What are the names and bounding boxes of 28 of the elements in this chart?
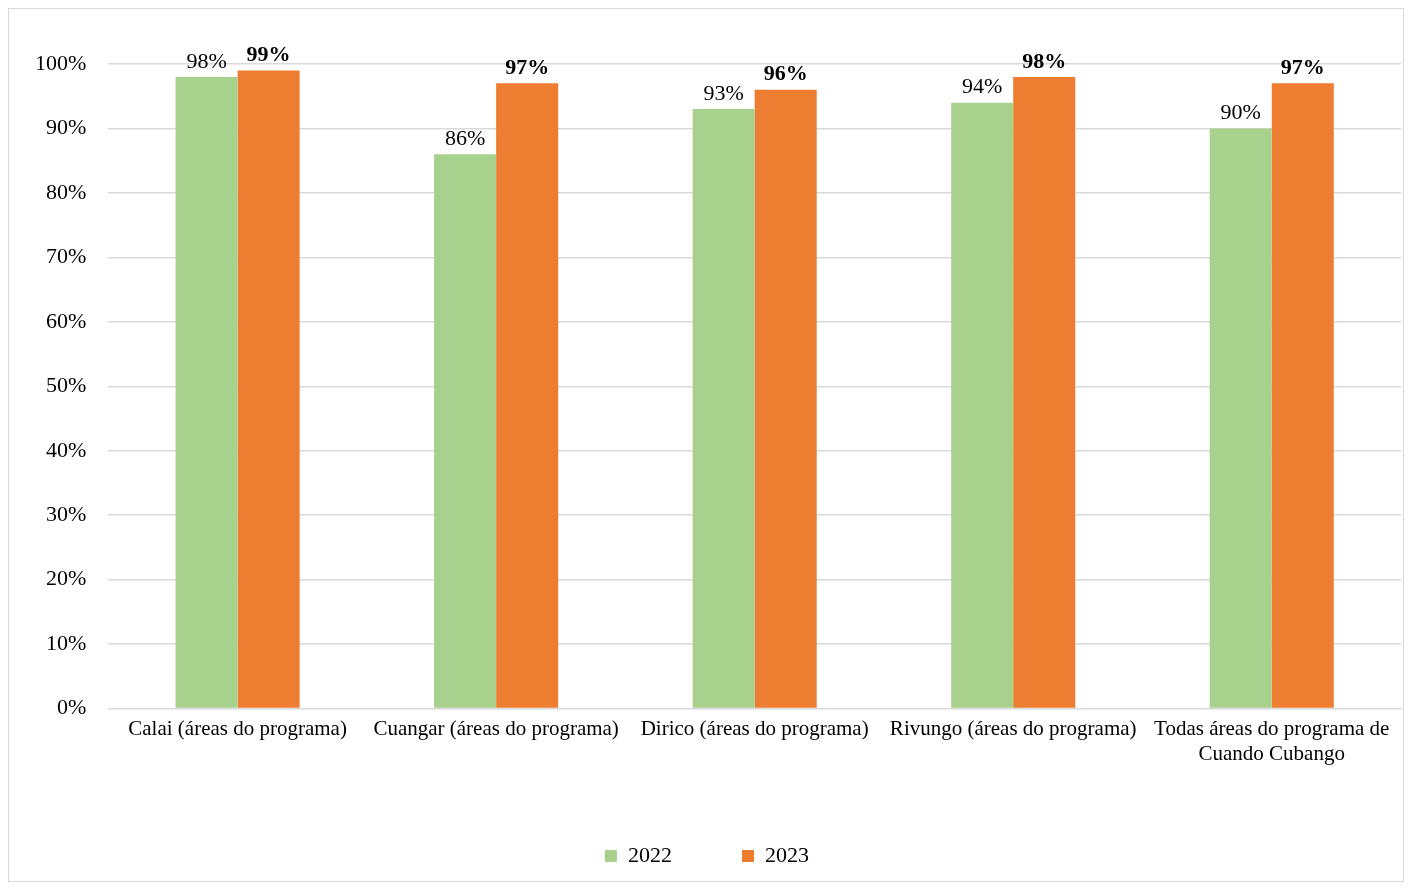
y-tick-label: 70% xyxy=(46,243,87,269)
y-tick-label: 10% xyxy=(46,629,87,655)
legend-label: 2023 xyxy=(765,841,809,867)
data-label: 97% xyxy=(505,54,550,80)
x-tick-label: Rivungo (áreas do programa) xyxy=(889,715,1137,740)
data-label: 98% xyxy=(186,47,227,73)
data-label: 97% xyxy=(1280,54,1325,80)
y-tick-label: 40% xyxy=(46,436,87,462)
y-tick-label: 20% xyxy=(46,565,87,591)
data-label: 94% xyxy=(962,73,1003,99)
x-tick-label: Calai (áreas do programa) xyxy=(128,715,347,740)
y-tick-label: 30% xyxy=(46,501,87,526)
x-tick-label: Cuangar (áreas do programa) xyxy=(373,715,619,740)
x-tick-label: Todas áreas do programa de Cuando Cubango xyxy=(1154,715,1390,765)
data-label: 99% xyxy=(246,41,291,67)
y-tick-label: 50% xyxy=(46,372,87,398)
x-tick-label: Dirico (áreas do programa) xyxy=(640,715,869,740)
data-label: 96% xyxy=(763,60,808,86)
y-tick-label: 90% xyxy=(46,114,87,140)
data-label: 93% xyxy=(703,79,744,105)
legend-label: 2022 xyxy=(628,841,672,867)
y-tick-label: 80% xyxy=(46,178,87,204)
data-label: 90% xyxy=(1220,99,1261,125)
data-label: 86% xyxy=(444,125,486,151)
y-tick-label: 60% xyxy=(46,307,87,333)
data-label: 98% xyxy=(1022,47,1067,73)
y-tick-label: 100% xyxy=(35,49,87,75)
y-tick-label: 0% xyxy=(57,694,87,720)
